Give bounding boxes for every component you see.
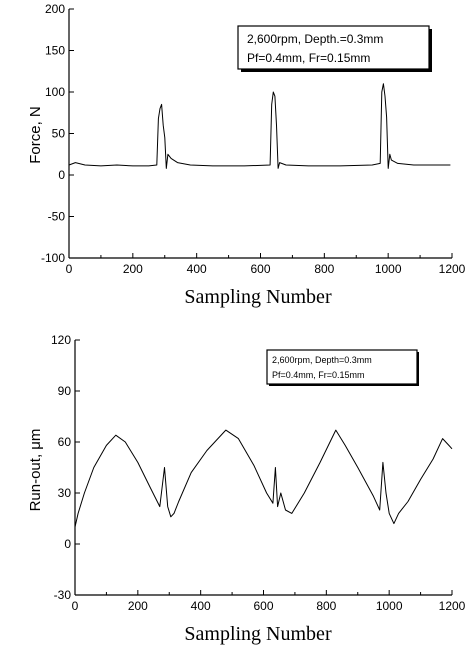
force-chart-y-tick-label: 150 (45, 44, 65, 58)
runout-chart-y-tick-label: 120 (51, 333, 71, 347)
runout-chart-legend-box (266, 349, 418, 385)
force-chart-y-tick-label: 0 (58, 168, 65, 182)
force-chart-x-tick-label: 1000 (375, 262, 402, 276)
force-chart-legend-box (237, 25, 430, 70)
force-chart-y-tick-label: 200 (45, 2, 65, 16)
force-chart-x-tick-label: 200 (123, 262, 143, 276)
force-chart-x-tick-label: 1200 (439, 262, 466, 276)
runout-chart-legend: 2,600rpm, Depth=0.3mm Pf=0.4mm, Fr=0.15m… (266, 349, 419, 386)
runout-chart-x-tick-label: 800 (316, 599, 336, 613)
force-chart-y-tick-label: -50 (48, 210, 66, 224)
force-chart-x-tick-label: 800 (314, 262, 334, 276)
runout-chart-xlabel: Sampling Number (184, 623, 332, 645)
runout-chart-y-tick-label: 0 (64, 537, 71, 551)
force-chart-ylabel: Force, N (27, 106, 44, 164)
runout-chart-x-tick-label: 1000 (376, 599, 403, 613)
force-chart: Sampling Number Force, N 2,600rpm, Depth… (27, 2, 466, 308)
runout-chart-x-tick-label: 600 (253, 599, 273, 613)
runout-chart-y-tick-label: 30 (58, 486, 72, 500)
runout-chart-legend-line-2: Pf=0.4mm, Fr=0.15mm (272, 370, 365, 380)
force-chart-x-tick-label: 0 (66, 262, 73, 276)
force-chart-y-tick-label: -100 (41, 251, 65, 265)
runout-chart-legend-line-1: 2,600rpm, Depth=0.3mm (272, 355, 372, 365)
force-chart-legend-line-2: Pf=0.4mm, Fr=0.15mm (247, 51, 370, 65)
runout-chart-ylabel: Run-out, μm (27, 429, 44, 512)
runout-chart-x-tick-label: 1200 (439, 599, 466, 613)
force-chart-xlabel: Sampling Number (184, 286, 332, 308)
force-chart-y-tick-label: 100 (45, 85, 65, 99)
force-chart-x-tick-label: 600 (250, 262, 270, 276)
runout-chart-y-tick-label: 90 (58, 384, 72, 398)
force-chart-legend: 2,600rpm, Depth.=0.3mm Pf=0.4mm, Fr=0.15… (237, 25, 432, 72)
runout-chart-y-tick-label: 60 (58, 435, 72, 449)
runout-chart: Sampling Number Run-out, μm 2,600rpm, De… (27, 333, 466, 645)
runout-chart-x-tick-label: 200 (128, 599, 148, 613)
force-chart-series-line (68, 83, 451, 169)
force-chart-x-tick-label: 400 (187, 262, 207, 276)
runout-chart-x-tick-label: 400 (191, 599, 211, 613)
runout-chart-x-tick-label: 0 (72, 599, 79, 613)
force-chart-legend-line-1: 2,600rpm, Depth.=0.3mm (247, 32, 383, 46)
runout-chart-y-tick-label: -30 (54, 588, 72, 602)
runout-chart-series-line (74, 429, 453, 528)
force-chart-y-tick-label: 50 (52, 127, 66, 141)
